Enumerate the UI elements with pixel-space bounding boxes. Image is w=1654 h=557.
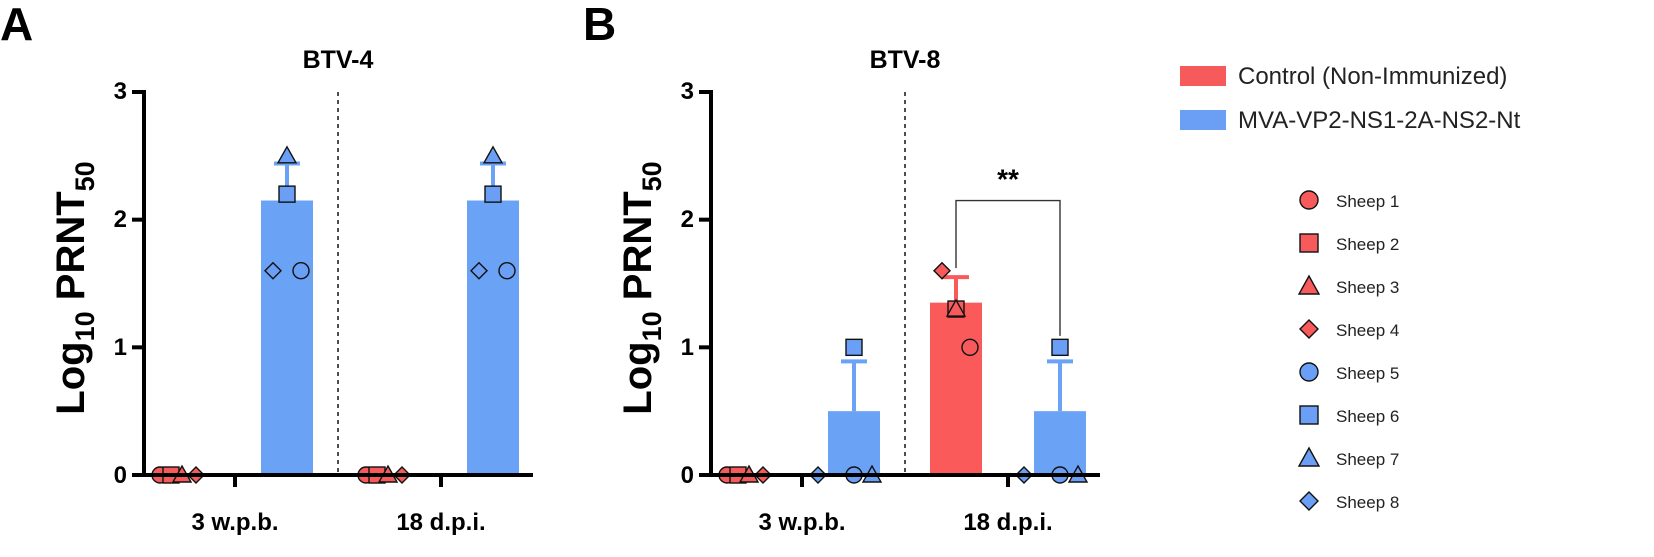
significance-label: ** — [997, 164, 1019, 195]
legend-swatch-control — [1180, 66, 1226, 86]
data-point — [264, 261, 282, 280]
x-tick-label: 3 w.p.b. — [758, 509, 845, 536]
y-axis-label-b: Log10 PRNT50 — [616, 161, 667, 414]
legend-square-marker — [1299, 405, 1319, 425]
data-point — [933, 261, 951, 280]
x-tick-label: 18 d.p.i. — [396, 509, 485, 536]
y-tick-label: 1 — [114, 334, 127, 361]
bar — [1034, 411, 1086, 475]
y-tick-label: 3 — [681, 78, 694, 105]
x-tick-label: 3 w.p.b. — [191, 509, 278, 536]
legend-triangle-marker — [1297, 274, 1321, 295]
plot-area-b: ** — [699, 90, 1100, 487]
legend-square-marker — [1299, 233, 1319, 253]
legend-label-control: Control (Non-Immunized) — [1238, 63, 1507, 90]
y-tick-label: 1 — [681, 334, 694, 361]
data-point — [961, 338, 979, 357]
y-tick-label: 3 — [114, 78, 127, 105]
bar — [930, 302, 982, 475]
legend: Control (Non-Immunized) MVA-VP2-NS1-2A-N… — [1180, 63, 1521, 512]
chart-title-b: BTV-8 — [870, 46, 941, 74]
y-tick-label: 0 — [681, 462, 694, 489]
data-point — [945, 298, 967, 317]
bar — [261, 200, 313, 475]
legend-circle-marker — [1299, 362, 1319, 382]
legend-diamond-marker — [1299, 491, 1319, 511]
y-tick-label: 2 — [114, 206, 127, 233]
legend-diamond-marker — [1299, 319, 1319, 339]
data-point — [1051, 338, 1069, 357]
legend-sheep-label: Sheep 4 — [1336, 321, 1399, 340]
legend-swatch-mva — [1180, 110, 1226, 130]
legend-sheep-label: Sheep 3 — [1336, 278, 1399, 297]
data-point — [278, 185, 296, 203]
data-point — [482, 145, 504, 164]
panel-letter-a: A — [0, 0, 33, 50]
x-tick-label: 18 d.p.i. — [963, 509, 1052, 536]
plot-area-a — [132, 90, 533, 487]
data-point — [498, 262, 516, 280]
panel-letter-b: B — [583, 0, 616, 50]
legend-sheep-label: Sheep 8 — [1336, 493, 1399, 512]
data-point — [470, 261, 488, 280]
y-tick-label: 0 — [114, 462, 127, 489]
legend-sheep-label: Sheep 5 — [1336, 364, 1399, 383]
significance-bracket — [955, 199, 1061, 336]
legend-label-mva: MVA-VP2-NS1-2A-NS2-Nt — [1238, 107, 1521, 134]
legend-sheep-label: Sheep 6 — [1336, 407, 1399, 426]
data-point — [484, 185, 502, 203]
chart-panel-b: BTV-8 Log10 PRNT50 0 1 2 3 3 w.p.b. 18 d… — [616, 46, 1100, 536]
legend-sheep-label: Sheep 7 — [1336, 450, 1399, 469]
y-tick-label: 2 — [681, 206, 694, 233]
data-point — [276, 145, 298, 164]
y-axis-label-a: Log10 PRNT50 — [49, 161, 100, 414]
legend-circle-marker — [1299, 190, 1319, 210]
chart-title-a: BTV-4 — [303, 46, 374, 74]
bar — [828, 411, 880, 475]
legend-sheep-label: Sheep 2 — [1336, 235, 1399, 254]
sheep-legend: Sheep 1 Sheep 2 Sheep 3 Sheep 4 Sheep 5 … — [1297, 190, 1399, 512]
legend-triangle-marker — [1297, 446, 1321, 467]
bar — [467, 200, 519, 475]
data-point — [845, 338, 863, 357]
data-point — [292, 262, 310, 280]
chart-panel-a: BTV-4 Log10 PRNT50 0 1 2 3 3 w.p.b. 18 d… — [49, 46, 533, 536]
legend-sheep-label: Sheep 1 — [1336, 192, 1399, 211]
